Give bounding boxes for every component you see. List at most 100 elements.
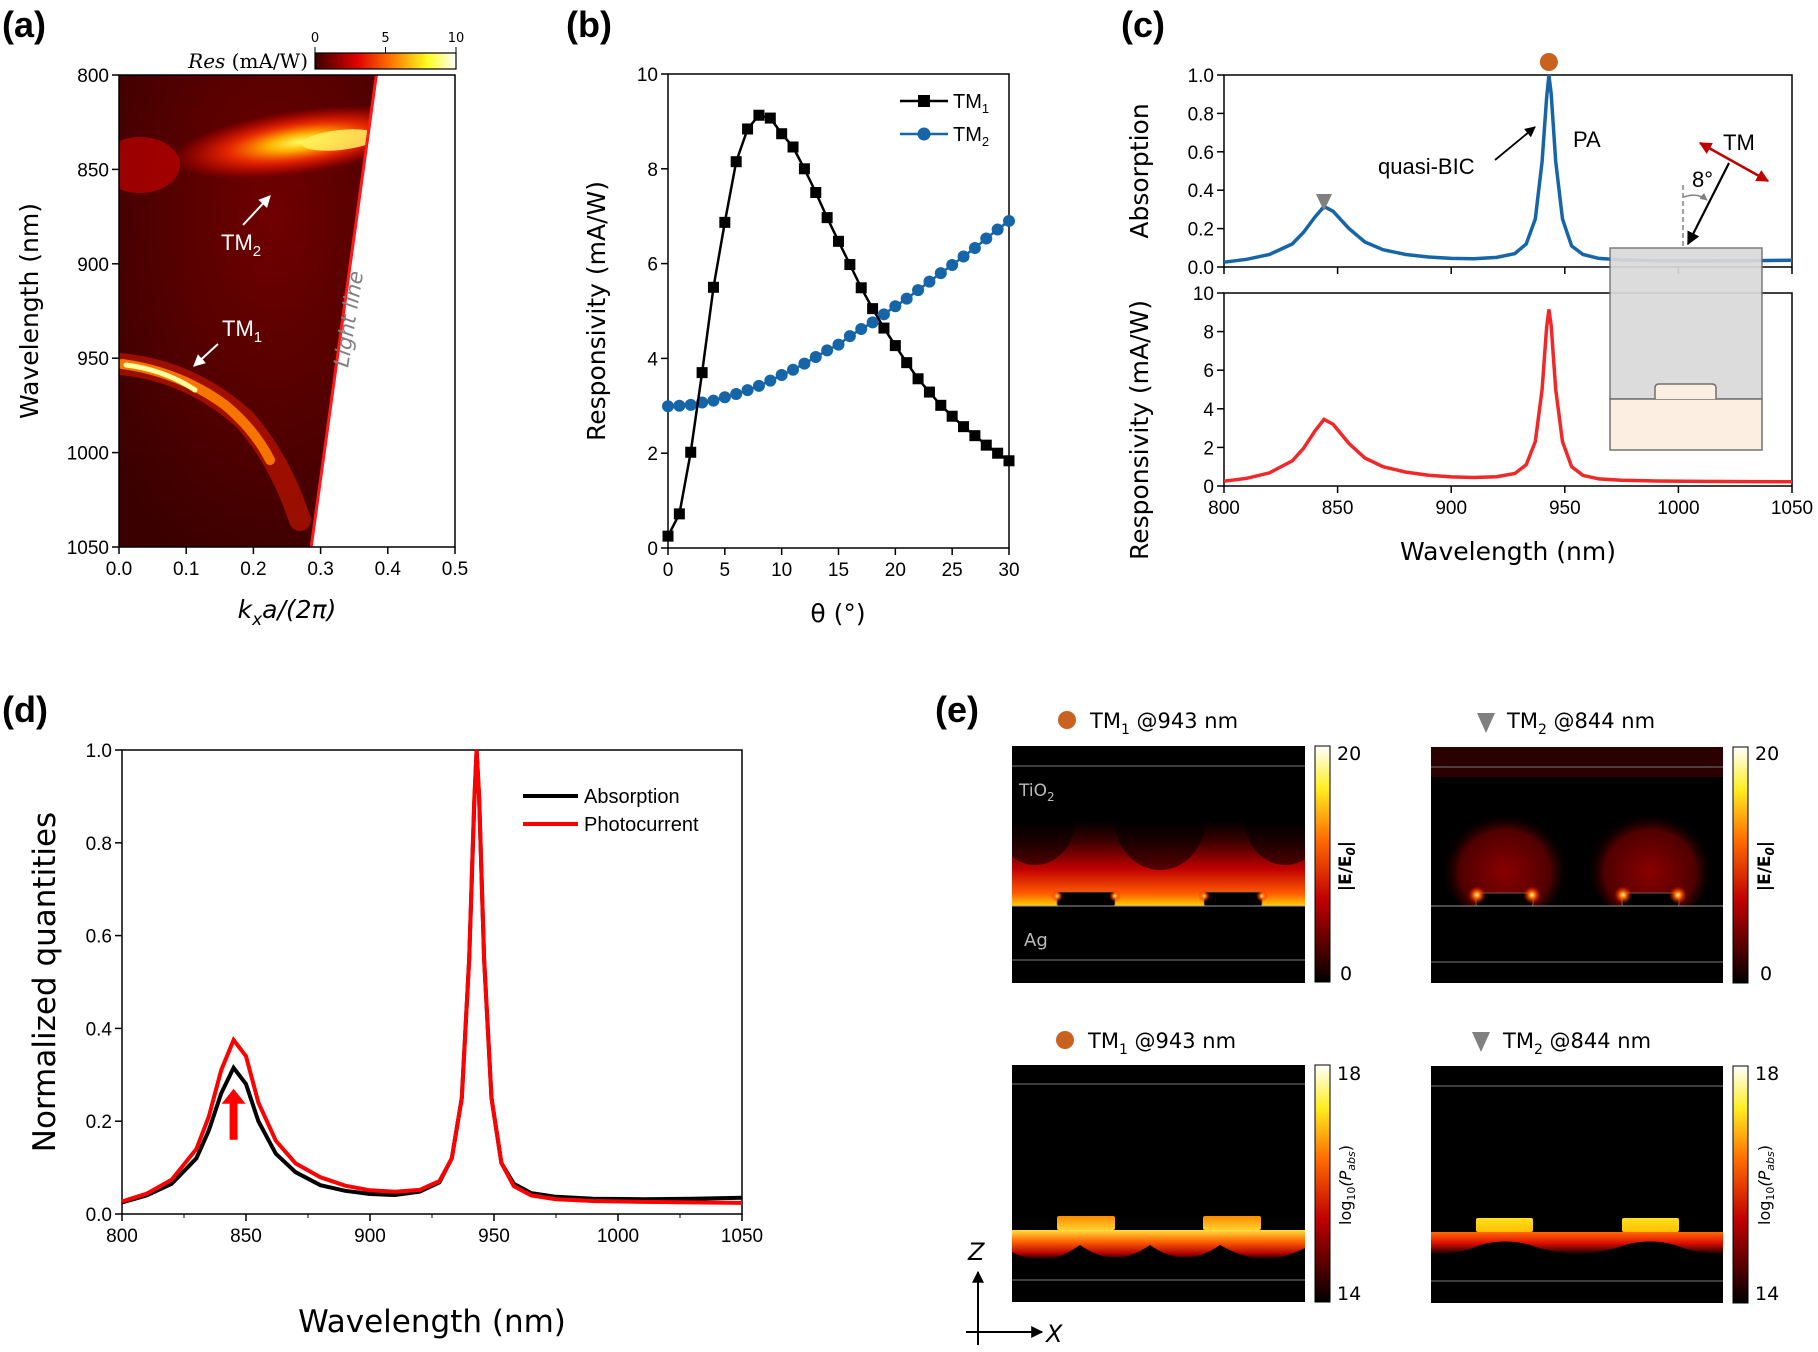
- above-light-line-region: [311, 75, 455, 547]
- x-tick-label: 1000: [1657, 498, 1699, 519]
- tm1-point: [855, 282, 867, 294]
- x-tick-label: 800: [106, 1226, 138, 1247]
- tm2-point: [889, 300, 902, 313]
- tm1-point: [878, 322, 890, 334]
- tm1-point: [730, 156, 742, 168]
- panel-label-e: (e): [935, 689, 979, 730]
- cb-tick-min: 0: [1340, 963, 1352, 985]
- tm1-point: [753, 109, 765, 121]
- y-tick-label: 4: [647, 349, 658, 370]
- tm-polarization-label: TM: [1723, 130, 1755, 155]
- x-tick-label: 10: [771, 560, 792, 581]
- tm2-band-core: [302, 129, 378, 151]
- x-tick-label: 0.0: [106, 559, 132, 580]
- circle-marker-icon: [1056, 1031, 1074, 1049]
- heatmap-background: [119, 75, 377, 547]
- legend-label-photocurrent: Photocurrent: [584, 814, 699, 836]
- circle-marker-943: [1539, 53, 1558, 71]
- tm1-point: [821, 212, 833, 224]
- responsivity-line: [1223, 309, 1793, 484]
- legend-marker-tm1: [918, 95, 930, 107]
- panel-c-spectra: 0.0 0.2 0.4 0.6 0.8 1.0 0 2 4 6 8 10 800 850 900 950 1…: [1125, 53, 1813, 566]
- tm2-point: [764, 374, 777, 387]
- inset-schematic: TM 8°: [1609, 130, 1770, 451]
- map-title-1: TM1 @943 nm: [1089, 709, 1238, 738]
- x-axis-label-b: θ (°): [810, 599, 865, 628]
- x-tick-label: 900: [354, 1226, 386, 1247]
- panel-label-d: (d): [2, 689, 48, 730]
- triangle-marker-844: [1315, 194, 1332, 211]
- panel-d-normalized: 800 850 900 950 1000 1050 0.00.20.40.60.81.0 …: [27, 741, 763, 1340]
- angle-arc: [1683, 192, 1708, 201]
- tm2-point: [923, 275, 936, 288]
- tm1-point: [673, 508, 685, 520]
- y-tick-label: 0.0: [86, 1205, 112, 1226]
- triangle-marker-icon: [1477, 713, 1495, 733]
- legend-marker-tm2: [917, 127, 931, 141]
- tio2-layer: [1609, 247, 1763, 400]
- x-tick-label: 25: [942, 560, 963, 581]
- tm2-point: [843, 330, 856, 343]
- x-tick-label: 950: [1549, 498, 1581, 519]
- cb-tick-max: 20: [1337, 743, 1361, 765]
- axes-frame-c-top: [1223, 74, 1793, 268]
- tm1-point: [912, 373, 924, 385]
- tm2-point: [718, 391, 731, 404]
- y-tick-label: 8: [647, 160, 658, 181]
- tm2-point: [741, 384, 754, 397]
- colorbar-a: [314, 52, 457, 70]
- tm1-point: [764, 112, 776, 124]
- y-tick-label: 10: [637, 65, 658, 86]
- x-tick-label: 0.1: [173, 559, 199, 580]
- tm2-arrow: [242, 195, 271, 226]
- ag-label: Ag: [1024, 930, 1048, 951]
- panel-e-field-maps: TiO2 Ag: [966, 709, 1779, 1348]
- colorbar-e3: [1314, 1064, 1331, 1303]
- tm1-band-core: [123, 362, 198, 393]
- tm2-point: [980, 232, 993, 245]
- tm2-label: TM2: [221, 230, 261, 260]
- tm1-line: [666, 113, 1010, 537]
- cb-tick-min: 14: [1337, 1283, 1361, 1305]
- tm1-point: [901, 357, 913, 369]
- colorbar-e4: [1732, 1065, 1749, 1304]
- y-tick-label: 10: [1193, 284, 1214, 305]
- x-tick-label: 30: [998, 560, 1019, 581]
- colorbar-e2: [1732, 746, 1749, 984]
- axes-frame-c-bottom: [1223, 292, 1793, 487]
- x-tick-label: 900: [1435, 498, 1467, 519]
- tm2-point: [934, 267, 947, 280]
- x-tick-label: 1000: [597, 1226, 639, 1247]
- ag-substrate: [1609, 398, 1763, 451]
- tm1-point: [992, 447, 1004, 459]
- z-axis-label: Z: [967, 1238, 985, 1266]
- legend-label-tm2: TM2: [953, 124, 989, 149]
- tm2-point: [1003, 214, 1015, 227]
- y-tick-label: 0: [647, 539, 658, 560]
- colorbar-label-a: Res (mA/W): [187, 49, 308, 73]
- quasi-bic-arrow: [1494, 126, 1536, 161]
- tm1-point: [662, 530, 674, 542]
- tm1-point: [980, 439, 992, 451]
- polarization-arrow: [1698, 141, 1770, 183]
- tm1-point: [696, 367, 708, 379]
- cb-tick-min: 14: [1755, 1283, 1779, 1305]
- tio2-label: TiO2: [1018, 781, 1055, 804]
- y-tick-label: 900: [77, 255, 109, 276]
- tm1-point: [923, 386, 935, 398]
- y-axis-label-b: Responsivity (mA/W): [582, 181, 611, 441]
- tm2-point: [787, 363, 800, 376]
- tm1-point: [685, 446, 697, 458]
- x-tick-label: 1050: [721, 1226, 763, 1247]
- tm2-point: [877, 308, 890, 321]
- map-title-2: TM2 @844 nm: [1506, 709, 1655, 738]
- y-tick-label: 2: [647, 444, 658, 465]
- tm2-point: [707, 394, 720, 407]
- tm2-point: [912, 284, 925, 297]
- tm1-point: [867, 303, 879, 315]
- x-tick-label: 0: [663, 560, 674, 581]
- tm2-point: [946, 259, 959, 272]
- y-tick-label: 1.0: [86, 741, 112, 762]
- pa-label: PA: [1573, 127, 1601, 152]
- tm1-point: [810, 187, 822, 198]
